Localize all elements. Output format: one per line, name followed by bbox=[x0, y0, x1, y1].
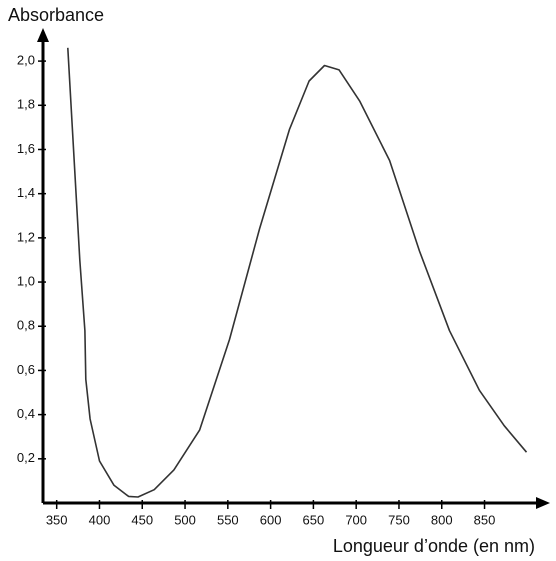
y-axis-title: Absorbance bbox=[8, 5, 104, 25]
y-tick-label: 2,0 bbox=[17, 53, 35, 68]
absorbance-curve bbox=[67, 47, 528, 498]
x-tick-label: 500 bbox=[174, 512, 196, 527]
x-arrow bbox=[536, 497, 550, 509]
y-tick-label: 1,6 bbox=[17, 141, 35, 156]
x-tick-label: 400 bbox=[89, 512, 111, 527]
y-tick-label: 0,4 bbox=[17, 406, 35, 421]
y-tick-label: 0,2 bbox=[17, 450, 35, 465]
x-tick-label: 550 bbox=[217, 512, 239, 527]
x-tick-label: 850 bbox=[474, 512, 496, 527]
x-tick-label: 450 bbox=[131, 512, 153, 527]
x-tick-label: 650 bbox=[303, 512, 325, 527]
x-axis-title: Longueur d’onde (en nm) bbox=[333, 536, 535, 556]
x-tick-label: 350 bbox=[46, 512, 68, 527]
y-tick-label: 0,6 bbox=[17, 362, 35, 377]
y-tick-label: 0,8 bbox=[17, 318, 35, 333]
y-tick-label: 1,4 bbox=[17, 185, 35, 200]
y-arrow bbox=[37, 28, 49, 42]
x-tick-label: 800 bbox=[431, 512, 453, 527]
x-tick-label: 700 bbox=[345, 512, 367, 527]
x-tick-label: 600 bbox=[260, 512, 282, 527]
x-tick-label: 750 bbox=[388, 512, 410, 527]
y-tick-label: 1,0 bbox=[17, 273, 35, 288]
y-tick-label: 1,2 bbox=[17, 229, 35, 244]
y-tick-label: 1,8 bbox=[17, 97, 35, 112]
